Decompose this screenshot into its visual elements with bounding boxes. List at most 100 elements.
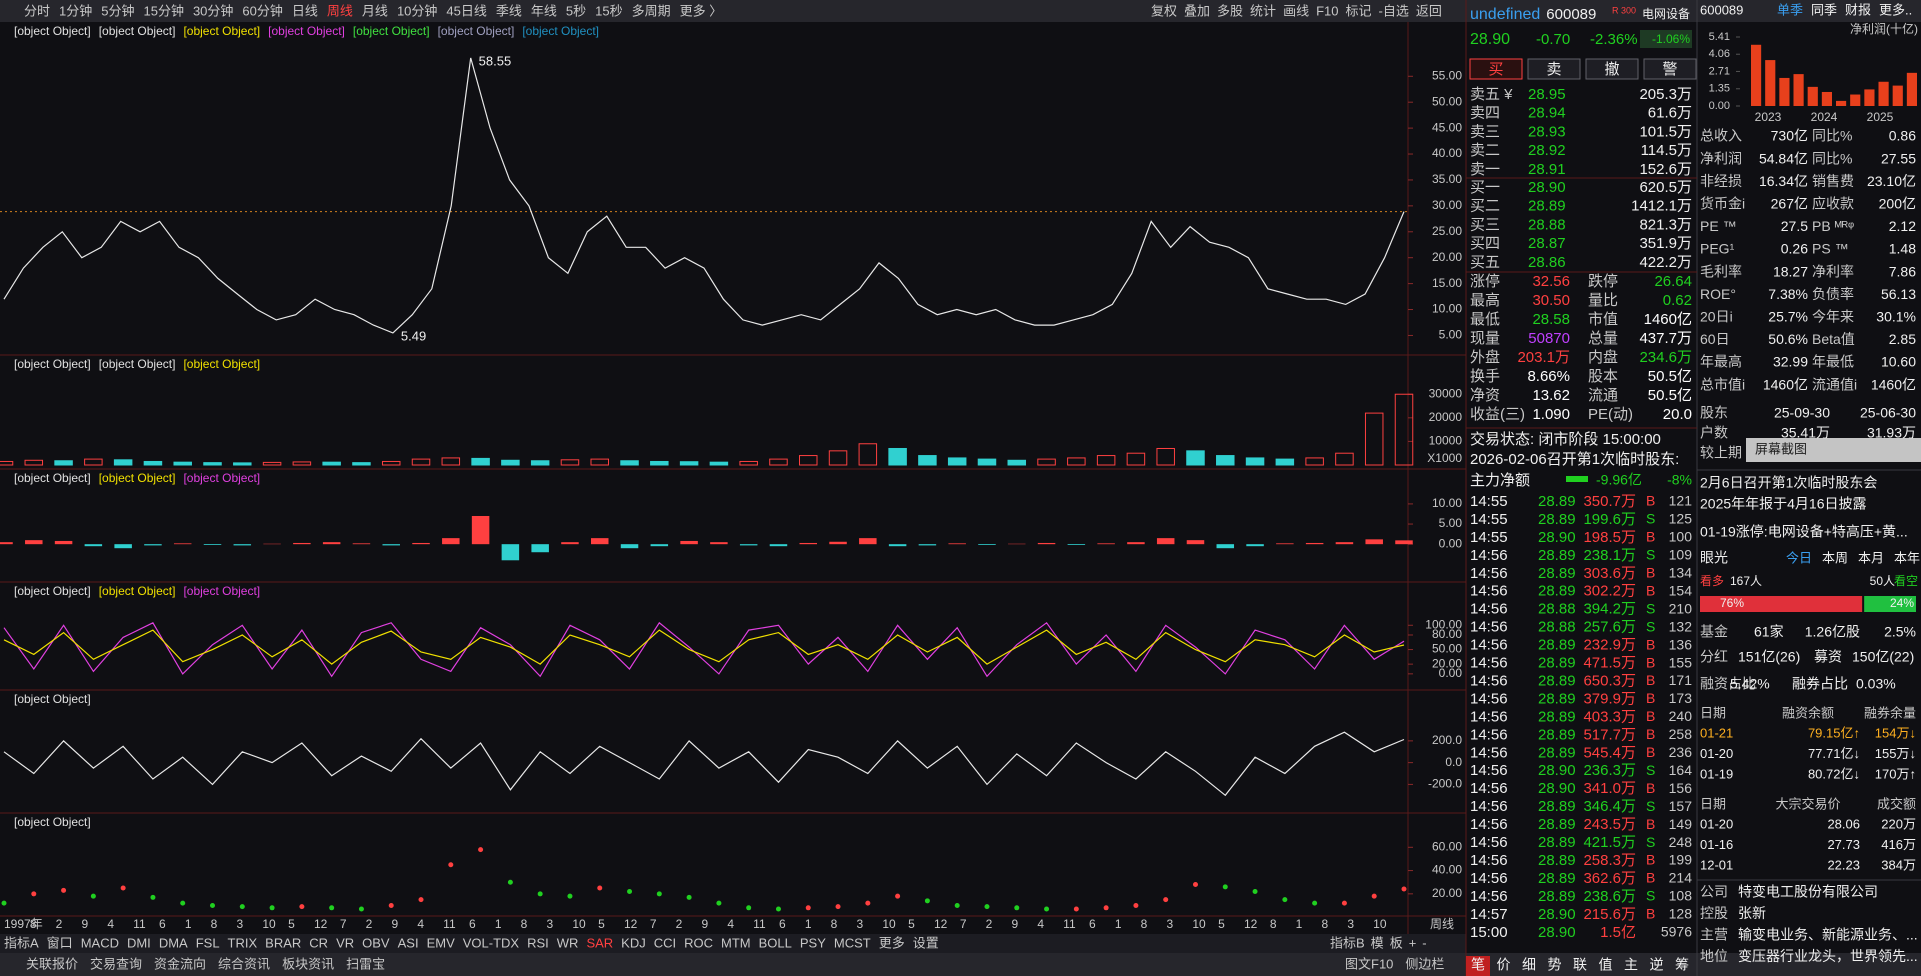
indicator-tab[interactable]: 指标B <box>1330 935 1365 950</box>
bottom-tab[interactable]: 侧边栏 <box>1405 956 1444 971</box>
toolbar-item[interactable]: F10 <box>1316 3 1338 18</box>
indicator-tab[interactable]: RSI <box>527 935 549 950</box>
info-label: 应收款 <box>1812 196 1854 212</box>
vision-tab[interactable]: 本周 <box>1822 550 1848 565</box>
trade-button[interactable] <box>1643 58 1697 80</box>
quote-tab[interactable]: 笔 <box>1471 957 1485 973</box>
info-tab[interactable]: 单季 <box>1777 2 1803 17</box>
indicator-tab[interactable]: OBV <box>362 935 390 950</box>
indicator-tab[interactable]: 设置 <box>913 935 939 950</box>
toolbar-item[interactable]: 叠加 <box>1184 3 1210 18</box>
volume-bar <box>799 455 818 466</box>
info-tab[interactable]: 更多.. <box>1879 2 1912 17</box>
toolbar-item[interactable]: 15秒 <box>595 3 622 18</box>
toolbar-item[interactable]: 15分钟 <box>143 3 183 18</box>
trade-button-label[interactable]: 卖 <box>1546 61 1561 78</box>
toolbar-item[interactable]: 5秒 <box>566 3 586 18</box>
toolbar-item[interactable]: 多股 <box>1217 3 1243 18</box>
toolbar-item[interactable]: -自选 <box>1379 3 1409 18</box>
toolbar-item[interactable]: 10分钟 <box>397 3 437 18</box>
toolbar-item[interactable]: 45日线 <box>446 3 486 18</box>
bottom-tab[interactable]: 扫雷宝 <box>346 956 385 971</box>
quote-tab[interactable]: 势 <box>1548 957 1562 973</box>
toolbar-item[interactable]: 5分钟 <box>101 3 134 18</box>
trade-button[interactable] <box>1527 58 1581 80</box>
info-tab[interactable]: 财报 <box>1845 2 1871 17</box>
toolbar-item[interactable]: 返回 <box>1416 3 1442 18</box>
trade-button[interactable] <box>1469 58 1523 80</box>
toolbar-item[interactable]: 复权 <box>1151 3 1177 18</box>
toolbar-item[interactable]: 月线 <box>362 3 388 18</box>
bottom-tab[interactable]: 图文F10 <box>1345 956 1393 971</box>
toolbar-item[interactable]: 日线 <box>292 3 318 18</box>
toolbar-item[interactable]: 30分钟 <box>193 3 233 18</box>
indicator-tab[interactable]: ASI <box>398 935 419 950</box>
toolbar-item[interactable]: 统计 <box>1250 3 1276 18</box>
quote-tab[interactable]: 筹 <box>1675 957 1689 973</box>
toolbar-item[interactable]: 标记 <box>1345 3 1371 18</box>
indicator-tab[interactable]: 窗口 <box>47 935 73 950</box>
vision-tab[interactable]: 今日 <box>1786 550 1812 565</box>
bottom-tab[interactable]: 交易查询 <box>90 956 142 971</box>
trade-button-label[interactable]: 撤 <box>1604 61 1619 78</box>
bottom-tab[interactable]: 综合资讯 <box>218 956 270 971</box>
quote-tab[interactable]: 价 <box>1497 957 1511 973</box>
indicator-tab[interactable]: TRIX <box>228 935 258 950</box>
toolbar-item[interactable]: 更多 〉 <box>680 3 723 18</box>
trade-button[interactable] <box>1585 58 1639 80</box>
indicator-tab[interactable]: 指标A <box>4 935 39 950</box>
bottom-tab[interactable]: 板块资讯 <box>282 956 334 971</box>
toolbar-item[interactable]: 多周期 <box>632 3 671 18</box>
bottom-tab[interactable]: 关联报价 <box>26 956 78 971</box>
indicator-tab[interactable]: 模 <box>1371 935 1384 950</box>
toolbar-item[interactable]: 分时 <box>24 3 50 18</box>
company-value: 输变电业务、新能源业务、... <box>1738 927 1918 943</box>
indicator-tab[interactable]: SAR <box>586 935 613 950</box>
quote-tab[interactable]: 逆 <box>1650 957 1664 973</box>
indicator-tab[interactable]: - <box>1422 935 1426 950</box>
indicator-header: [object Object] <box>14 471 91 485</box>
toolbar-item[interactable]: 年线 <box>531 3 557 18</box>
quote-tab[interactable]: 联 <box>1573 957 1587 973</box>
indicator-tab[interactable]: WR <box>557 935 579 950</box>
indicator-tab[interactable]: 板 <box>1390 935 1403 950</box>
quote-tab[interactable]: 主 <box>1624 957 1638 973</box>
indicator-tab[interactable]: VR <box>336 935 354 950</box>
quote-tab[interactable]: 值 <box>1599 957 1613 973</box>
trade-button-label[interactable]: 警 <box>1662 61 1677 78</box>
indicator-tab[interactable]: EMV <box>427 935 456 950</box>
indicator-tab[interactable]: MCST <box>834 935 871 950</box>
toolbar-item[interactable]: 季线 <box>496 3 522 18</box>
vision-tab[interactable]: 本月 <box>1858 550 1884 565</box>
book-label: 卖一 <box>1470 161 1500 178</box>
indicator-tab[interactable]: PSY <box>800 935 826 950</box>
indicator-tab[interactable]: DMI <box>127 935 151 950</box>
indicator-tab[interactable]: ROC <box>684 935 713 950</box>
indicator-tab[interactable]: CCI <box>654 935 676 950</box>
macd-bar <box>829 541 847 545</box>
info-label: 20日i <box>1700 309 1733 325</box>
indicator-tab[interactable]: DMA <box>159 935 188 950</box>
indicator-tab[interactable]: VOL-TDX <box>463 935 520 950</box>
vision-tab[interactable]: 本年 <box>1894 550 1920 565</box>
quote-tab[interactable]: 细 <box>1522 957 1536 973</box>
indicator-tab[interactable]: FSL <box>196 935 220 950</box>
info-label: 流通值i <box>1812 376 1857 392</box>
toolbar-item[interactable]: 周线 <box>327 3 353 18</box>
toolbar-item[interactable]: 1分钟 <box>59 3 92 18</box>
toolbar-item[interactable]: 60分钟 <box>242 3 282 18</box>
indicator-tab[interactable]: MACD <box>81 935 119 950</box>
indicator-tab[interactable]: KDJ <box>621 935 646 950</box>
notice: 2025年年报于4月16日披露 <box>1700 496 1867 512</box>
indicator-tab[interactable]: + <box>1409 935 1417 950</box>
trade-button-label[interactable]: 买 <box>1488 61 1503 78</box>
indicator-tab[interactable]: 更多 <box>879 935 905 950</box>
indicator-tab[interactable]: BRAR <box>265 935 301 950</box>
indicator-tab[interactable]: BOLL <box>759 935 792 950</box>
toolbar-item[interactable]: 画线 <box>1283 3 1309 18</box>
indicator-tab[interactable]: CR <box>309 935 328 950</box>
indicator-tab[interactable]: MTM <box>721 935 751 950</box>
bottom-tab[interactable]: 资金流向 <box>154 956 206 971</box>
info-value: 1460亿 <box>1871 376 1916 392</box>
info-tab[interactable]: 同季 <box>1811 2 1837 17</box>
